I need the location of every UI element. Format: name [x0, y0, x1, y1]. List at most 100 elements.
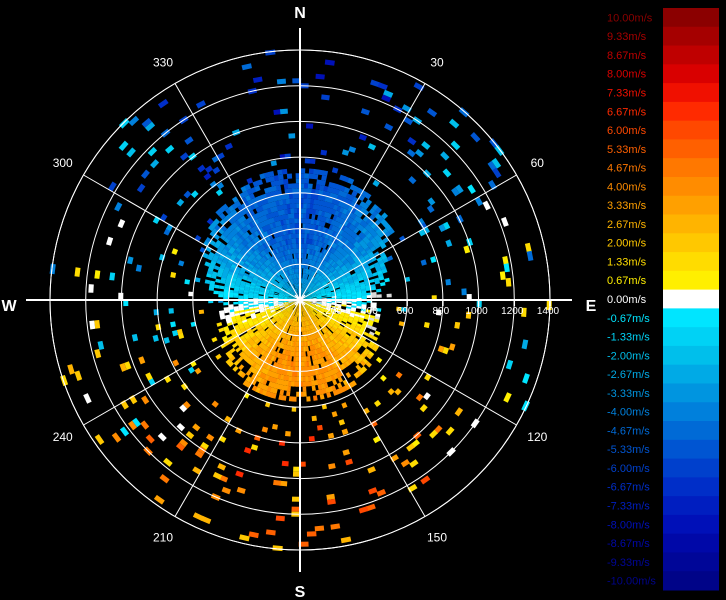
radar-gate	[152, 334, 159, 342]
radar-gate	[227, 240, 234, 247]
radar-gate	[330, 369, 336, 375]
radar-gate	[303, 311, 306, 317]
radar-gate	[282, 316, 287, 322]
radar-gate	[386, 293, 392, 298]
radar-gate	[213, 233, 221, 241]
azimuth-tick-label: 30	[430, 56, 444, 70]
radar-gate	[275, 287, 281, 291]
radar-gate	[302, 289, 305, 294]
radar-gate	[290, 228, 294, 234]
radar-gate	[295, 351, 299, 357]
radar-gate	[435, 309, 442, 316]
radar-gate	[245, 375, 252, 383]
radar-gate	[352, 196, 359, 204]
radar-gate	[252, 336, 258, 342]
radar-gate	[301, 311, 303, 317]
radar-gate	[278, 246, 283, 252]
radar-gate	[241, 266, 247, 271]
radar-gate	[353, 227, 360, 234]
radar-gate	[278, 302, 284, 305]
radar-gate	[304, 253, 307, 259]
radar-gate	[225, 358, 232, 365]
radar-gate	[323, 243, 328, 250]
radar-gate	[324, 310, 330, 315]
radar-gate	[306, 325, 309, 331]
radar-gate	[290, 208, 295, 214]
radar-gate	[305, 292, 310, 296]
radar-gate	[224, 253, 231, 260]
radar-gate	[308, 173, 314, 179]
radar-gate	[375, 228, 383, 235]
radar-gate	[293, 381, 298, 387]
colorbar-label: -2.67m/s	[607, 369, 650, 381]
radar-gate	[340, 287, 346, 291]
radar-gate	[248, 320, 254, 325]
radar-gate	[308, 254, 312, 260]
radar-gate	[364, 348, 371, 354]
radar-gate	[263, 277, 269, 282]
radar-gate	[293, 213, 298, 219]
radar-gate	[303, 278, 306, 284]
radar-gate	[278, 353, 283, 359]
radar-gate	[243, 207, 250, 214]
radar-gate	[333, 250, 339, 256]
radar-gate	[163, 337, 170, 344]
radar-gate	[482, 200, 491, 211]
radar-gate	[218, 228, 225, 235]
radar-gate	[268, 270, 274, 276]
radar-gate	[322, 361, 327, 368]
radar-gate	[303, 183, 309, 189]
radar-gate	[401, 307, 407, 312]
radar-gate	[307, 287, 312, 292]
radar-gate	[273, 304, 279, 307]
colorbar-label: 8.67m/s	[607, 50, 647, 62]
radar-gate	[127, 256, 134, 265]
radar-gate	[176, 328, 183, 335]
radar-gate	[311, 249, 315, 256]
radar-gate	[331, 230, 337, 237]
radar-gate	[354, 268, 361, 274]
azimuth-tick-label: 120	[527, 430, 547, 444]
radar-gate	[301, 288, 304, 294]
radar-gate	[284, 293, 290, 296]
radar-gate	[315, 291, 321, 294]
radar-gate	[284, 244, 288, 251]
radar-gate	[145, 434, 155, 444]
radar-gate	[260, 329, 266, 335]
radar-gate	[321, 303, 327, 305]
radar-gate	[301, 316, 304, 322]
radar-gate	[357, 319, 364, 324]
radar-gate	[275, 329, 280, 335]
radar-gate	[378, 276, 385, 281]
radar-gate	[306, 302, 311, 306]
radar-gate	[251, 260, 257, 266]
radar-gate	[306, 297, 312, 300]
radar-gate	[265, 364, 271, 371]
radar-gate	[268, 330, 274, 336]
radar-gate	[227, 361, 234, 368]
radar-gate	[348, 211, 355, 219]
radar-gate	[259, 308, 265, 312]
radar-gate	[308, 307, 313, 312]
radar-gate	[300, 273, 303, 279]
colorbar-label: 1.33m/s	[607, 256, 647, 268]
radar-gate	[338, 419, 346, 426]
radar-gate	[334, 244, 340, 251]
radar-gate	[366, 294, 372, 299]
radar-gate	[238, 272, 244, 277]
radar-gate	[288, 345, 292, 351]
radar-gate	[274, 306, 280, 310]
radar-gate	[335, 320, 341, 326]
radar-gate	[292, 243, 295, 249]
radar-gate	[344, 341, 350, 347]
radar-gate	[344, 360, 351, 367]
radar-gate	[287, 313, 292, 319]
radar-gate	[343, 214, 349, 221]
radar-gate	[251, 278, 258, 283]
azimuth-line	[299, 83, 426, 301]
radar-gate	[272, 361, 278, 368]
radar-gate	[229, 256, 236, 262]
radar-gate	[304, 315, 307, 321]
radar-gate	[314, 250, 318, 257]
radar-gate	[312, 285, 318, 290]
